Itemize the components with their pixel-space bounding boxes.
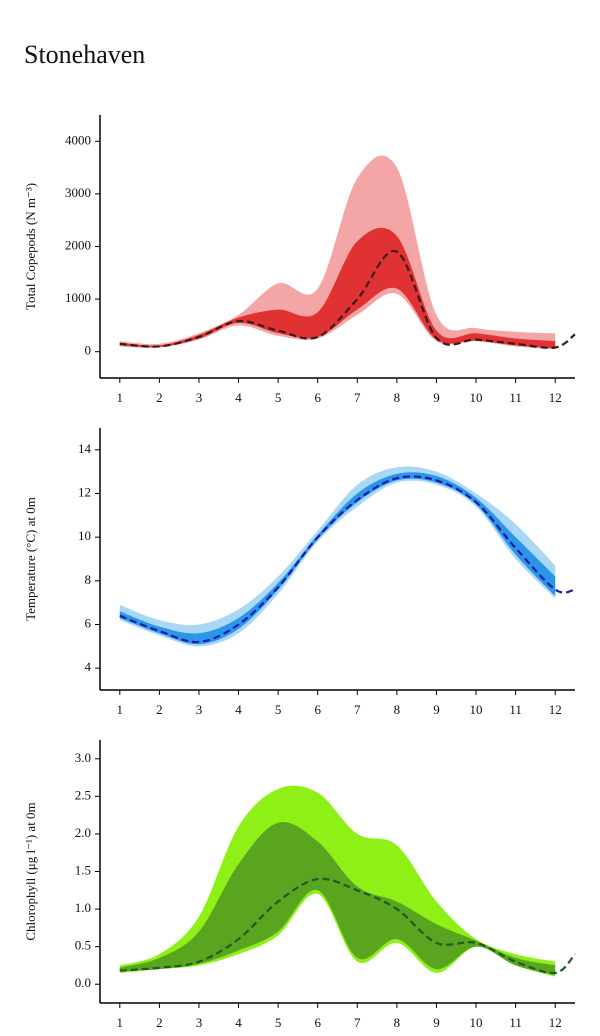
y-tick-label: 4000	[65, 132, 91, 147]
x-tick-label: 7	[354, 390, 361, 405]
band	[119, 155, 556, 350]
y-tick-label: 14	[78, 441, 92, 456]
y-axis-label: Temperature (°C) at 0m	[23, 497, 38, 621]
y-tick-label: 6	[85, 615, 92, 630]
x-tick-label: 11	[509, 390, 522, 405]
x-tick-label: 10	[470, 390, 483, 405]
page-title: Stonehaven	[24, 40, 145, 69]
median-line	[119, 250, 576, 349]
y-tick-label: 2000	[65, 237, 91, 252]
y-tick-label: 1000	[65, 290, 91, 305]
band	[119, 472, 556, 645]
x-tick-label: 5	[275, 390, 282, 405]
y-tick-label: 3.0	[75, 750, 91, 765]
x-tick-label: 4	[235, 390, 242, 405]
y-tick-label: 2.5	[75, 787, 91, 802]
x-tick-label: 2	[156, 702, 163, 717]
x-tick-label: 1	[117, 702, 124, 717]
x-tick-label: 6	[314, 702, 321, 717]
x-tick-label: 6	[314, 390, 321, 405]
x-tick-label: 5	[275, 702, 282, 717]
x-tick-label: 4	[235, 1015, 242, 1030]
x-tick-label: 9	[433, 1015, 440, 1030]
y-tick-label: 2.0	[75, 825, 91, 840]
y-tick-label: 4	[85, 659, 92, 674]
band	[119, 466, 556, 647]
median-line	[119, 877, 576, 975]
x-tick-label: 3	[196, 702, 203, 717]
x-tick-label: 12	[549, 1015, 562, 1030]
x-tick-label: 3	[196, 390, 203, 405]
y-axis-label: Total Copepods (N m⁻³)	[23, 183, 38, 310]
y-tick-label: 12	[78, 484, 91, 499]
y-axis-label: Chlorophyll (μg l⁻¹) at 0m	[23, 802, 38, 940]
x-tick-label: 10	[470, 702, 483, 717]
x-tick-label: 12	[549, 702, 562, 717]
y-tick-label: 1.5	[75, 862, 91, 877]
y-tick-label: 1.0	[75, 900, 91, 915]
x-tick-label: 3	[196, 1015, 203, 1030]
x-tick-label: 7	[354, 702, 361, 717]
x-tick-label: 10	[470, 1015, 483, 1030]
x-tick-label: 2	[156, 1015, 163, 1030]
y-tick-label: 0	[85, 343, 92, 358]
x-tick-label: 4	[235, 702, 242, 717]
y-tick-label: 0.5	[75, 938, 91, 953]
band	[119, 227, 556, 349]
x-tick-label: 11	[509, 1015, 522, 1030]
y-tick-label: 3000	[65, 185, 91, 200]
x-tick-label: 8	[394, 390, 401, 405]
x-tick-label: 8	[394, 1015, 401, 1030]
x-tick-label: 2	[156, 390, 163, 405]
x-tick-label: 1	[117, 390, 124, 405]
x-tick-label: 5	[275, 1015, 282, 1030]
x-tick-label: 11	[509, 702, 522, 717]
x-tick-label: 6	[314, 1015, 321, 1030]
band	[119, 821, 556, 976]
y-tick-label: 10	[78, 528, 91, 543]
x-tick-label: 7	[354, 1015, 361, 1030]
x-tick-label: 1	[117, 1015, 124, 1030]
x-tick-label: 9	[433, 702, 440, 717]
median-line	[119, 475, 576, 644]
y-tick-label: 0.0	[75, 975, 91, 990]
y-tick-label: 8	[85, 572, 92, 587]
x-tick-label: 12	[549, 390, 562, 405]
x-tick-label: 9	[433, 390, 440, 405]
x-tick-label: 8	[394, 702, 401, 717]
